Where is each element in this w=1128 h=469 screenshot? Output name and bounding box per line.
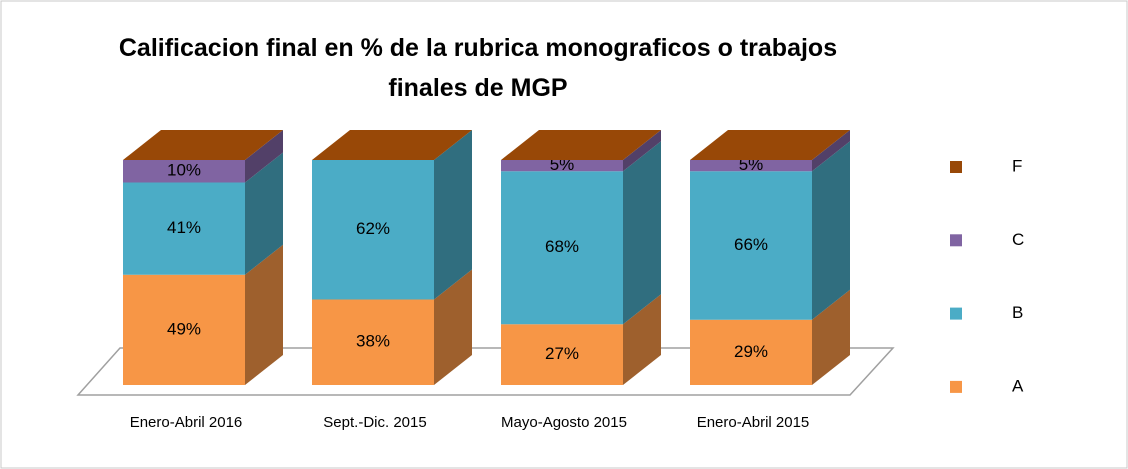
legend-label: F: [1012, 156, 1022, 175]
bar-segment: [690, 319, 812, 385]
data-label: 41%: [167, 218, 201, 237]
data-label: 68%: [545, 237, 579, 256]
bar-segment: [123, 274, 245, 385]
floor: [76, 347, 895, 396]
legend-label: B: [1012, 303, 1023, 322]
legend-swatch: [950, 307, 962, 320]
bar-top: [312, 130, 472, 160]
x-tick-label: Mayo-Agosto 2015: [501, 414, 627, 431]
legend-label: A: [1012, 376, 1024, 395]
bar-side: [623, 141, 661, 325]
bar-side: [245, 152, 283, 275]
bar-side: [434, 269, 472, 385]
data-label: 62%: [356, 219, 390, 238]
bar-segment: [501, 324, 623, 385]
x-tick-label: Sept.-Dic. 2015: [323, 414, 426, 431]
bar-top: [123, 130, 283, 160]
bar-side: [812, 289, 850, 385]
chart-title: Calificacion final en % de la rubrica mo…: [118, 34, 838, 102]
data-label: 49%: [167, 319, 201, 338]
bar-segment: [690, 160, 812, 172]
bar-side: [623, 130, 661, 172]
legend-swatch: [950, 234, 962, 247]
x-tick-label: Enero-Abril 2016: [130, 414, 243, 431]
bar-top: [501, 130, 661, 160]
bar-side: [623, 294, 661, 385]
legend-swatch: [950, 380, 962, 393]
bar-segment: [501, 171, 623, 325]
bar-side: [434, 130, 472, 300]
bar-side: [245, 244, 283, 385]
bar-side: [812, 141, 850, 320]
bar-top: [690, 130, 850, 160]
bar-segment: [312, 299, 434, 385]
bar-segment: [690, 171, 812, 320]
data-label: 10%: [167, 161, 201, 180]
data-label: 38%: [356, 332, 390, 351]
bar-segment: [501, 160, 623, 172]
bar-segment: [123, 182, 245, 275]
bar-side: [245, 130, 283, 183]
bar-segment: [312, 160, 434, 300]
bar-side: [812, 130, 850, 172]
data-label: 29%: [734, 342, 768, 361]
x-tick-label: Enero-Abril 2015: [697, 414, 810, 431]
bar-segment: [123, 160, 245, 183]
data-label: 27%: [545, 344, 579, 363]
data-label: 66%: [734, 235, 768, 254]
legend-label: C: [1012, 230, 1024, 249]
legend-swatch: [950, 161, 962, 173]
